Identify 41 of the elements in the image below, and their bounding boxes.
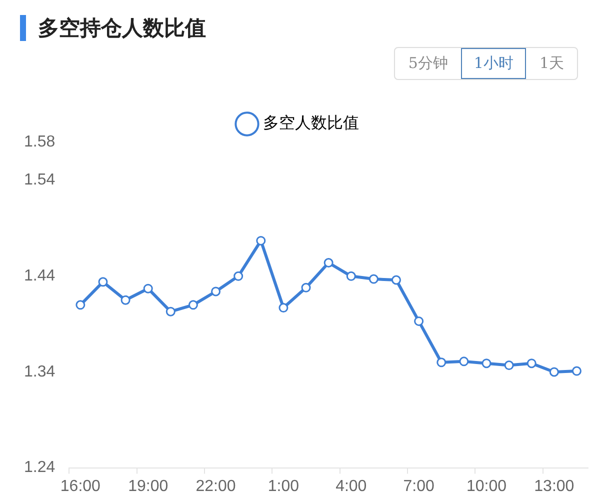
legend-label: 多空人数比值	[263, 113, 359, 132]
point	[234, 271, 244, 281]
text: 1小时	[460, 48, 526, 79]
point	[324, 258, 334, 268]
point	[572, 366, 582, 376]
point	[211, 286, 221, 296]
point	[482, 358, 492, 368]
text: 1天	[538, 53, 565, 74]
text: 5分钟	[407, 53, 449, 74]
point	[301, 282, 311, 292]
point	[166, 306, 176, 316]
point	[256, 236, 266, 246]
point	[188, 300, 198, 310]
point	[436, 358, 446, 368]
x-tick-label: 1:00	[268, 478, 300, 495]
y-tick-label: 1.24	[24, 459, 56, 476]
point	[414, 316, 424, 326]
point	[76, 300, 86, 310]
point	[98, 277, 108, 287]
x-tick-label: 10:00	[466, 478, 507, 495]
x-tick-label: 7:00	[403, 478, 434, 495]
point	[120, 295, 130, 305]
x-tick-label: 22:00	[196, 478, 236, 495]
point	[143, 284, 153, 294]
x-tick-label: 19:00	[128, 478, 168, 495]
point	[392, 275, 401, 285]
point	[459, 356, 469, 366]
point	[526, 358, 536, 368]
y-tick-label: 1.34	[24, 363, 56, 380]
x-tick-label: 4:00	[336, 478, 367, 495]
point	[549, 367, 559, 377]
point	[278, 303, 288, 313]
chart-title: 多空持仓人数比值	[38, 15, 206, 42]
x-tick-label: 16:00	[60, 478, 101, 495]
y-tick-label: 1.58	[24, 133, 56, 150]
point	[368, 274, 378, 284]
y-tick-label: 1.44	[24, 268, 56, 285]
x-tick-label: 13:00	[534, 478, 574, 495]
point	[346, 271, 356, 281]
y-tick-label: 1.54	[24, 172, 56, 189]
point	[504, 360, 514, 370]
